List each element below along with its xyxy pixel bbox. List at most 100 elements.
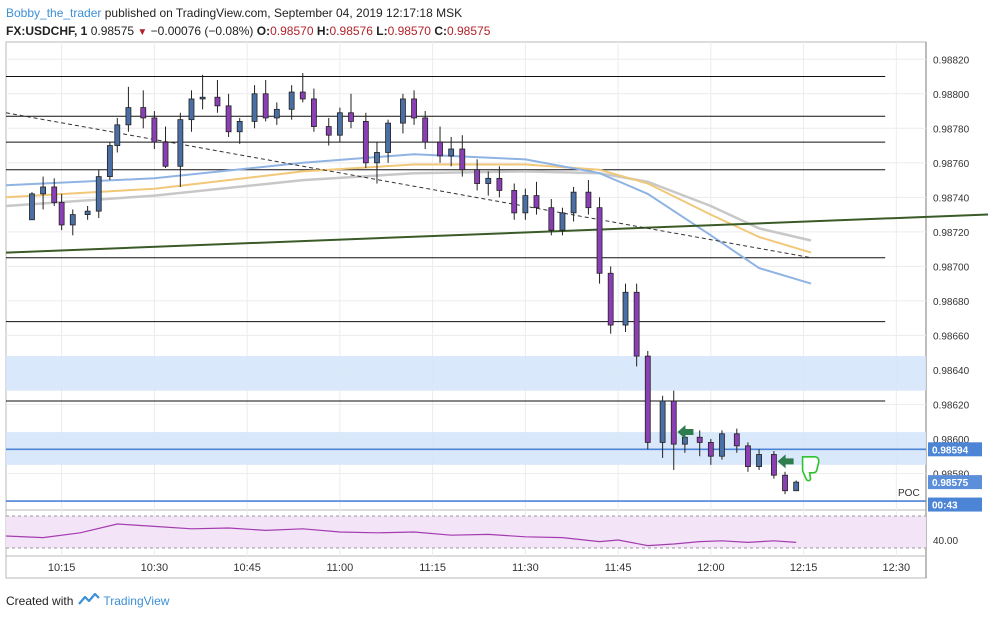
- price-tick-label: 0.98680: [933, 297, 970, 308]
- candle-body[interactable]: [95, 176, 102, 212]
- poc-label: POC: [898, 488, 920, 499]
- candle-body[interactable]: [659, 400, 666, 443]
- candle-body[interactable]: [585, 191, 592, 209]
- candle-body[interactable]: [570, 191, 577, 214]
- price-label-box: [928, 475, 982, 490]
- candle-body[interactable]: [474, 169, 481, 184]
- price-tick-label: 0.98700: [933, 262, 970, 273]
- candle-body[interactable]: [162, 141, 169, 167]
- ema-orange-line: [5, 163, 812, 254]
- time-tick-label: 11:15: [419, 562, 446, 574]
- publisher-line: Bobby_the_trader published on TradingVie…: [6, 4, 986, 22]
- price-tick-label: 0.98780: [933, 124, 970, 135]
- candle-body[interactable]: [325, 126, 332, 136]
- price-tick-label: 0.98820: [933, 55, 970, 66]
- price-label-text: 00:43: [932, 501, 958, 512]
- candle-body[interactable]: [348, 112, 354, 122]
- candle-body[interactable]: [496, 177, 503, 191]
- price-tick-label: 0.98620: [933, 400, 970, 411]
- chart-header: Bobby_the_trader published on TradingVie…: [6, 4, 986, 42]
- candle-body[interactable]: [644, 355, 651, 443]
- candle-body[interactable]: [40, 186, 46, 195]
- price-tick-label: 0.98720: [933, 228, 970, 239]
- candle-body[interactable]: [199, 96, 206, 100]
- candle-body[interactable]: [607, 272, 614, 326]
- price-label-text: 0.98594: [932, 445, 969, 456]
- candle-body[interactable]: [288, 91, 295, 110]
- ema-blue-line: [5, 153, 812, 285]
- thumbs-down-icon: [801, 456, 820, 482]
- candle-body[interactable]: [236, 120, 243, 133]
- candle-body[interactable]: [745, 445, 751, 467]
- tradingview-brand[interactable]: TradingView: [103, 593, 170, 608]
- candle-body[interactable]: [311, 98, 317, 127]
- time-tick-label: 11:00: [327, 562, 354, 574]
- candle-body[interactable]: [188, 98, 195, 121]
- candle-body[interactable]: [273, 108, 280, 119]
- candle-body[interactable]: [151, 117, 158, 143]
- candle-body[interactable]: [596, 207, 603, 274]
- candle-body[interactable]: [696, 436, 703, 443]
- candle-body[interactable]: [125, 107, 132, 126]
- open-value: 0.98570: [270, 24, 314, 38]
- candle-body[interactable]: [559, 212, 566, 231]
- candle-body[interactable]: [522, 195, 529, 214]
- plot-frame: [5, 41, 927, 579]
- time-tick-label: 12:00: [697, 562, 725, 574]
- footer: Created with TradingView: [6, 592, 169, 609]
- candle-body[interactable]: [362, 120, 369, 164]
- candle-body[interactable]: [299, 91, 306, 100]
- candle-body[interactable]: [707, 442, 714, 457]
- candle-body[interactable]: [336, 112, 343, 136]
- time-tick-label: 11:45: [605, 562, 632, 574]
- candle-body[interactable]: [251, 93, 258, 122]
- candle-body[interactable]: [756, 454, 762, 467]
- candle-body[interactable]: [633, 291, 640, 357]
- ema-grey-line: [5, 170, 812, 242]
- candle-body[interactable]: [177, 119, 184, 167]
- price-tick-label: 0.98760: [933, 159, 970, 170]
- candle-body[interactable]: [422, 117, 429, 143]
- candle-body[interactable]: [771, 454, 777, 476]
- candle-body[interactable]: [214, 96, 221, 107]
- candle-body[interactable]: [533, 195, 540, 209]
- candle-body[interactable]: [622, 291, 629, 326]
- candle-body[interactable]: [459, 148, 466, 171]
- low-label: L:: [376, 24, 388, 38]
- candle-body[interactable]: [400, 98, 406, 124]
- candle-body[interactable]: [51, 186, 58, 203]
- candle-body[interactable]: [374, 152, 380, 164]
- candle-body[interactable]: [225, 105, 232, 133]
- candle-body[interactable]: [69, 214, 76, 226]
- published-text: published on TradingView.com, September …: [104, 6, 463, 20]
- time-tick-label: 10:15: [48, 562, 76, 574]
- candle-body[interactable]: [411, 98, 417, 119]
- candle-body[interactable]: [385, 122, 391, 153]
- candle-body[interactable]: [84, 210, 91, 215]
- candle-body[interactable]: [511, 190, 518, 214]
- candle-body[interactable]: [782, 474, 788, 492]
- candle-body[interactable]: [719, 433, 725, 457]
- candle-body[interactable]: [485, 177, 492, 184]
- price-tick-label: 0.98660: [933, 331, 970, 342]
- candle-body[interactable]: [793, 481, 800, 492]
- candle-body[interactable]: [262, 93, 269, 119]
- symbol-label: FX:USDCHF, 1: [6, 24, 88, 38]
- rsi-band: [6, 516, 926, 548]
- time-tick-label: 10:30: [141, 562, 169, 574]
- author-name[interactable]: Bobby_the_trader: [6, 6, 102, 20]
- candle-body[interactable]: [733, 433, 740, 447]
- candle-body[interactable]: [106, 145, 113, 178]
- rsi-line: [5, 523, 797, 547]
- candle-body[interactable]: [58, 202, 65, 226]
- candle-body[interactable]: [548, 207, 555, 231]
- candle-body[interactable]: [29, 193, 35, 221]
- time-tick-label: 11:30: [512, 562, 539, 574]
- candle-body[interactable]: [448, 148, 455, 157]
- candle-body[interactable]: [670, 400, 677, 445]
- candle-body[interactable]: [114, 124, 121, 146]
- candle-body[interactable]: [140, 107, 147, 119]
- candle-body[interactable]: [437, 141, 443, 157]
- time-tick-label: 12:30: [883, 562, 911, 574]
